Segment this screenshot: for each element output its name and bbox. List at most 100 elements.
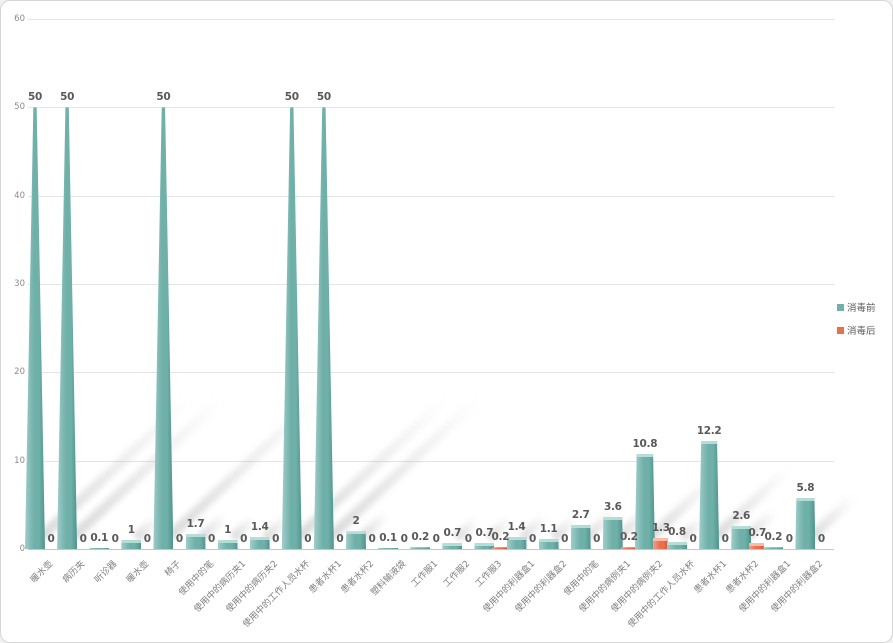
value-label: 50: [284, 91, 299, 104]
value-label: 0: [593, 533, 601, 545]
bar-top-face: [474, 542, 495, 546]
value-label: 0: [721, 533, 729, 545]
value-label: 0: [561, 533, 569, 545]
bar-before-disinfection[interactable]: [731, 526, 752, 549]
value-label: 0: [175, 533, 183, 545]
bar-top-face: [795, 497, 816, 501]
legend-item-before-disinfection[interactable]: 消毒前: [837, 300, 876, 314]
y-axis-tick-label: 60: [14, 14, 25, 24]
bar-before-disinfection[interactable]: [474, 542, 495, 549]
value-label: 1.7: [186, 517, 205, 530]
value-label: 0.2: [764, 531, 783, 544]
value-label: 50: [27, 91, 42, 104]
value-label: 0.2: [491, 531, 510, 544]
value-label: 1.4: [250, 520, 269, 533]
bar-top-face: [217, 540, 238, 544]
legend-label-after: 消毒后: [847, 326, 876, 337]
bar-before-disinfection[interactable]: [313, 107, 334, 549]
bar-before-disinfection[interactable]: [763, 547, 784, 549]
bar-after-disinfection[interactable]: [749, 542, 765, 549]
gridline: [28, 107, 834, 109]
value-label: 0: [304, 533, 312, 545]
value-label: 0: [47, 533, 55, 545]
y-axis-tick-label: 20: [14, 367, 25, 378]
bar-before-disinfection[interactable]: [153, 107, 174, 549]
value-label: 0: [528, 533, 536, 545]
value-label: 10.8: [632, 437, 658, 450]
bar-before-disinfection[interactable]: [410, 547, 431, 549]
value-label: 2.7: [571, 509, 590, 522]
value-label: 0: [785, 533, 793, 545]
value-label: 50: [316, 91, 331, 104]
bar-before-disinfection[interactable]: [185, 533, 206, 549]
legend: 消毒前 消毒后: [837, 300, 876, 346]
value-label: 3.6: [603, 501, 622, 514]
y-axis-tick-label: 40: [14, 190, 25, 201]
value-label: 0: [432, 533, 440, 545]
value-label: 0: [400, 533, 408, 545]
value-label: 0: [207, 533, 215, 545]
y-axis-tick-label: 10: [14, 455, 25, 466]
value-label: 0.1: [90, 532, 109, 544]
bar-before-disinfection[interactable]: [570, 525, 591, 549]
bar-after-disinfection[interactable]: [652, 537, 668, 549]
value-label: 0: [79, 533, 87, 545]
bar-top-face: [185, 533, 206, 537]
value-label: 0: [272, 533, 280, 545]
value-label: 2.6: [732, 510, 751, 523]
bar-before-disinfection[interactable]: [57, 107, 78, 549]
bar-before-disinfection[interactable]: [667, 541, 687, 549]
bar-top-face: [346, 531, 366, 535]
gridline: [28, 549, 834, 550]
legend-swatch-before-icon: [837, 303, 844, 311]
bar-top-face: [249, 536, 270, 540]
bar-before-disinfection[interactable]: [217, 540, 238, 549]
bar-top-face: [749, 542, 765, 546]
value-label: 50: [156, 91, 171, 104]
bar-before-disinfection[interactable]: [699, 441, 720, 549]
value-label: 5.8: [796, 481, 815, 494]
bar-top-face: [570, 525, 591, 529]
bar-before-disinfection[interactable]: [795, 497, 816, 549]
value-label: 0.1: [379, 532, 397, 544]
legend-item-after-disinfection[interactable]: 消毒后: [837, 323, 876, 337]
bar-before-disinfection[interactable]: [506, 536, 527, 549]
value-label: 1.4: [507, 520, 526, 533]
bar-top-face: [652, 537, 668, 541]
bar-before-disinfection[interactable]: [378, 548, 399, 549]
value-label: 0.7: [748, 526, 767, 539]
value-label: 0.7: [475, 526, 494, 539]
bar-after-disinfection[interactable]: [620, 547, 636, 549]
bar-top-face: [506, 536, 527, 540]
bar-top-face: [634, 453, 655, 457]
value-label: 0.7: [443, 526, 462, 539]
value-label: 0: [368, 533, 376, 545]
value-label: 0.8: [668, 525, 686, 538]
value-label: 0: [817, 533, 825, 545]
value-label: 1.3: [652, 521, 670, 534]
value-label: 12.2: [696, 425, 722, 438]
gridline: [28, 284, 834, 285]
y-axis-tick-label: 50: [14, 102, 25, 113]
bar-before-disinfection[interactable]: [442, 542, 463, 549]
bar-top-face: [442, 542, 463, 546]
bar-after-disinfection[interactable]: [492, 547, 508, 549]
bar-before-disinfection[interactable]: [634, 453, 655, 549]
bar-before-disinfection[interactable]: [346, 531, 366, 549]
bar-before-disinfection[interactable]: [602, 517, 623, 549]
bar-before-disinfection[interactable]: [249, 536, 270, 549]
value-label: 0: [336, 533, 344, 545]
gridline: [28, 460, 834, 462]
bar-before-disinfection[interactable]: [121, 540, 142, 549]
gridline: [28, 372, 834, 374]
bar-before-disinfection[interactable]: [281, 107, 302, 549]
bar-top-face: [731, 526, 752, 530]
bar-before-disinfection[interactable]: [89, 548, 110, 549]
bar-top-face: [699, 441, 720, 445]
bar-before-disinfection[interactable]: [25, 107, 45, 549]
bar-top-face: [121, 540, 142, 544]
gridline: [28, 19, 834, 20]
value-label: 2: [352, 515, 360, 528]
bar-before-disinfection[interactable]: [538, 539, 559, 549]
